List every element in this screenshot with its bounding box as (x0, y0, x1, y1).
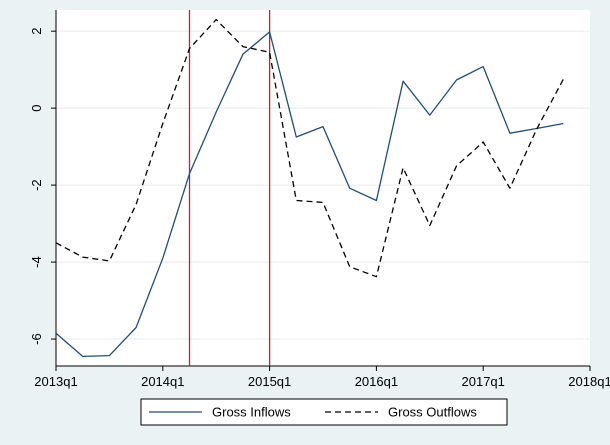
plot-area (56, 10, 590, 366)
x-tick-label: 2017q1 (462, 374, 505, 389)
event-lines (188, 10, 271, 366)
y-tick-label: 0 (29, 105, 44, 112)
x-tick-label: 2016q1 (355, 374, 398, 389)
y-tick-label: -4 (29, 256, 44, 268)
y-tick-label: -2 (29, 179, 44, 191)
series-line-gross-outflows (55, 18, 564, 278)
y-tick-label: 2 (29, 28, 44, 35)
y-tick-label: -6 (29, 333, 44, 345)
x-tick-label: 2018q1 (568, 374, 610, 389)
x-axis-ticks: 2013q1 2014q1 2015q1 2016q1 2017q1 2018q1 (34, 366, 610, 389)
grid-lines (56, 30, 590, 340)
legend-label-outflows: Gross Outflows (388, 405, 477, 420)
x-tick-label: 2013q1 (34, 374, 77, 389)
legend: Gross Inflows Gross Outflows (140, 398, 508, 426)
series-line-gross-inflows (55, 31, 564, 358)
x-tick-label: 2014q1 (141, 374, 184, 389)
x-tick-label: 2015q1 (248, 374, 291, 389)
y-axis-ticks: -6 -4 -2 0 2 (29, 28, 56, 345)
series-lines (55, 18, 564, 358)
legend-label-inflows: Gross Inflows (212, 405, 291, 420)
